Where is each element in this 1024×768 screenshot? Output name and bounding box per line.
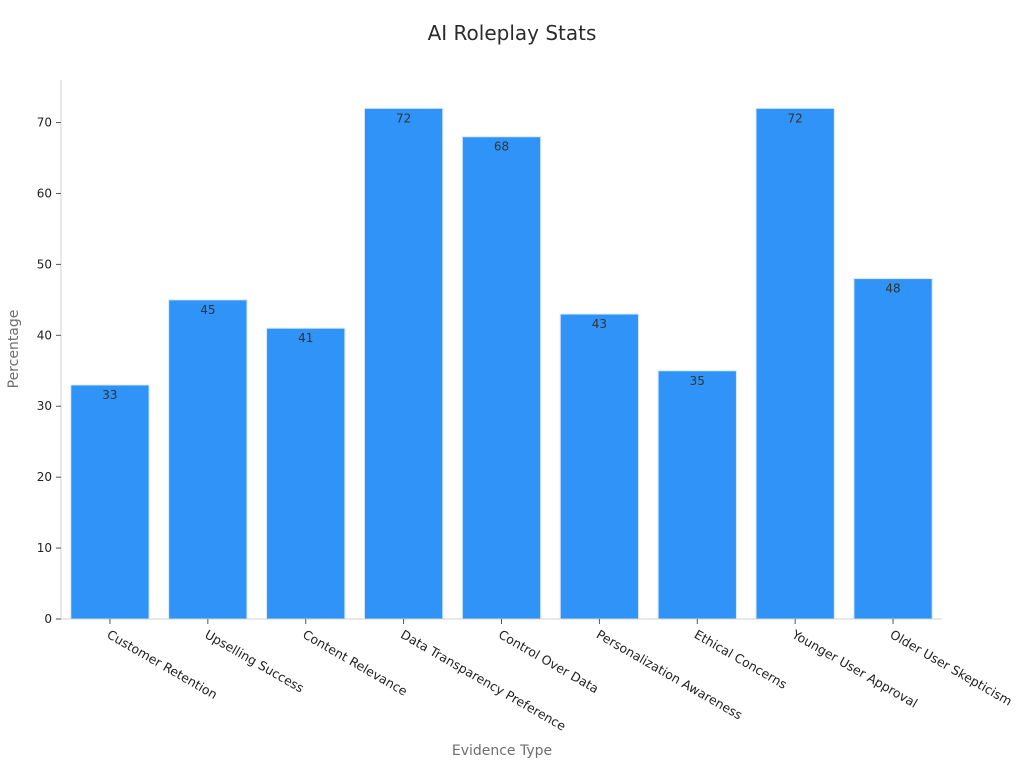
bar-value-label: 68 — [494, 140, 509, 154]
bar-value-label: 41 — [298, 331, 313, 345]
bar — [755, 107, 835, 620]
bar-value-label: 35 — [690, 374, 705, 388]
x-tick-label: Content Relevance — [300, 627, 410, 699]
bar — [853, 278, 933, 620]
bar — [168, 299, 248, 620]
bar-value-label: 43 — [592, 317, 607, 331]
y-axis-label: Percentage — [6, 310, 22, 389]
chart-title: AI Roleplay Stats — [428, 21, 597, 45]
y-tick-label: 10 — [37, 541, 52, 555]
bar — [266, 327, 346, 620]
bar-value-label: 72 — [788, 111, 803, 125]
y-tick-label: 0 — [44, 612, 52, 626]
bar — [70, 384, 150, 620]
bar-value-label: 72 — [396, 111, 411, 125]
y-tick-label: 20 — [37, 470, 52, 484]
y-tick-label: 60 — [37, 186, 52, 200]
bar — [363, 107, 444, 620]
data-labels-group: 33 45 41 72 68 43 35 72 48 — [102, 111, 900, 402]
y-tick-label: 40 — [37, 328, 52, 342]
y-axis-ticks: 0 10 20 30 40 50 60 70 — [37, 116, 61, 626]
bar-value-label: 48 — [885, 282, 900, 296]
bars-group — [70, 107, 933, 620]
x-tick-label: Ethical Concerns — [692, 627, 790, 692]
bar — [657, 370, 737, 620]
x-tick-label: Upselling Success — [202, 627, 306, 696]
x-tick-label: Data Transparency Preference — [398, 627, 569, 734]
y-tick-label: 50 — [37, 257, 52, 271]
y-tick-label: 30 — [37, 399, 52, 413]
bar-value-label: 45 — [200, 303, 215, 317]
bar — [461, 136, 542, 620]
bar-value-label: 33 — [102, 388, 117, 402]
bar — [559, 313, 640, 620]
x-tick-label: Control Over Data — [496, 627, 601, 697]
y-tick-label: 70 — [37, 116, 52, 130]
x-axis-label: Evidence Type — [452, 743, 552, 759]
